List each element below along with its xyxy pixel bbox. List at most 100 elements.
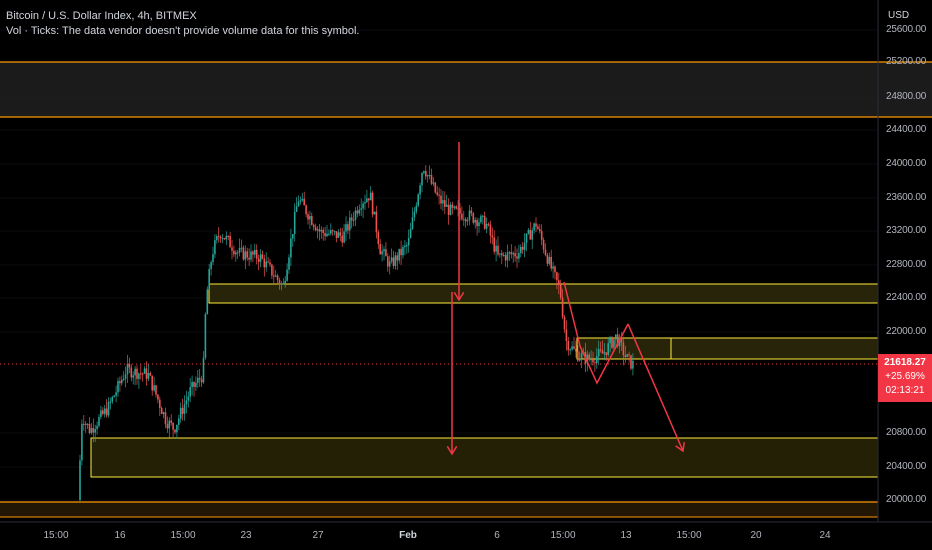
candle-up (320, 229, 323, 232)
candle-up (113, 395, 115, 398)
candle-down (622, 342, 625, 356)
time-tick-label: 15:00 (170, 530, 196, 541)
candle-down (252, 251, 254, 255)
candle-down (476, 219, 478, 227)
candle-up (366, 198, 368, 203)
time-tick-label: 13 (620, 530, 632, 541)
candle-down (312, 224, 315, 228)
candle-down (255, 249, 258, 259)
symbol-title[interactable]: Bitcoin / U.S. Dollar Index, 4h, BITMEX (6, 10, 197, 22)
candle-up (103, 408, 106, 414)
candle-down (311, 216, 313, 225)
candle-up (406, 245, 408, 247)
candle-up (402, 247, 404, 256)
candle-down (561, 297, 564, 317)
price-tick-label: 25200.00 (886, 56, 927, 67)
candle-up (153, 385, 155, 391)
candle-down (233, 250, 235, 255)
candle-down (119, 381, 121, 384)
candle-up (381, 251, 383, 255)
candle-up (259, 254, 262, 262)
time-tick-label: 27 (312, 530, 324, 541)
candle-up (79, 460, 81, 500)
demand-zone (90, 437, 879, 478)
candle-down (149, 372, 152, 376)
candle-down (318, 229, 321, 232)
candle-up (115, 392, 117, 396)
candle-up (388, 261, 391, 267)
candle-down (616, 334, 619, 347)
candle-up (295, 206, 298, 212)
candle-up (609, 338, 611, 344)
candle-up (618, 337, 621, 347)
candle-up (221, 238, 224, 240)
candle-up (398, 248, 400, 261)
candle-up (411, 217, 414, 229)
candle-down (546, 255, 549, 264)
price-tick-label: 20800.00 (886, 427, 927, 438)
candle-up (417, 194, 419, 206)
candle-down (573, 346, 575, 349)
candle-up (330, 230, 332, 234)
candle-down (400, 248, 402, 256)
candle-down (537, 226, 539, 230)
candle-down (246, 251, 248, 258)
candle-up (548, 256, 551, 264)
candle-down (565, 329, 568, 342)
candle-up (360, 208, 362, 210)
candle-up (238, 248, 241, 253)
candle-down (489, 224, 492, 236)
candle-up (590, 359, 592, 361)
candle-up (449, 204, 452, 215)
time-tick-label: 15:00 (550, 530, 576, 541)
candle-down (491, 235, 494, 238)
candle-down (379, 244, 381, 255)
candle-down (278, 279, 281, 285)
candle-down (261, 254, 264, 259)
candle-up (571, 346, 573, 350)
candle-up (202, 357, 205, 383)
candle-up (432, 182, 435, 184)
currency-label[interactable]: USD (888, 10, 910, 21)
candle-down (601, 350, 604, 354)
price-tick-label: 22800.00 (886, 259, 927, 270)
candle-up (527, 229, 530, 234)
candle-down (461, 213, 463, 220)
candle-down (550, 256, 552, 269)
candle-up (96, 425, 98, 430)
candle-down (605, 352, 608, 356)
candle-down (267, 261, 269, 263)
drawing-zones (0, 61, 932, 518)
candle-down (271, 264, 273, 276)
candle-up (98, 417, 100, 426)
candle-up (478, 222, 480, 227)
candle-up (597, 349, 600, 357)
candle-up (204, 314, 207, 358)
candle-up (254, 249, 256, 255)
candle-down (554, 266, 556, 273)
candle-down (535, 223, 537, 227)
candle-up (343, 231, 345, 243)
candle-down (375, 211, 378, 233)
candle-up (240, 247, 243, 249)
candle-down (624, 355, 627, 357)
candle-down (529, 229, 532, 240)
price-tick-label: 23200.00 (886, 225, 927, 236)
candle-down (464, 219, 467, 222)
candle-up (394, 255, 397, 266)
candle-up (506, 252, 509, 261)
candle-up (354, 210, 357, 220)
candle-up (413, 211, 416, 218)
candle-down (556, 272, 558, 281)
candle-down (159, 399, 161, 408)
candle-down (440, 195, 442, 204)
candle-up (474, 219, 476, 223)
candle-down (483, 215, 486, 229)
price-tick-label: 23600.00 (886, 192, 927, 203)
candle-down (575, 348, 577, 352)
candle-up (286, 269, 288, 281)
candle-down (92, 428, 95, 433)
candle-up (297, 201, 300, 207)
